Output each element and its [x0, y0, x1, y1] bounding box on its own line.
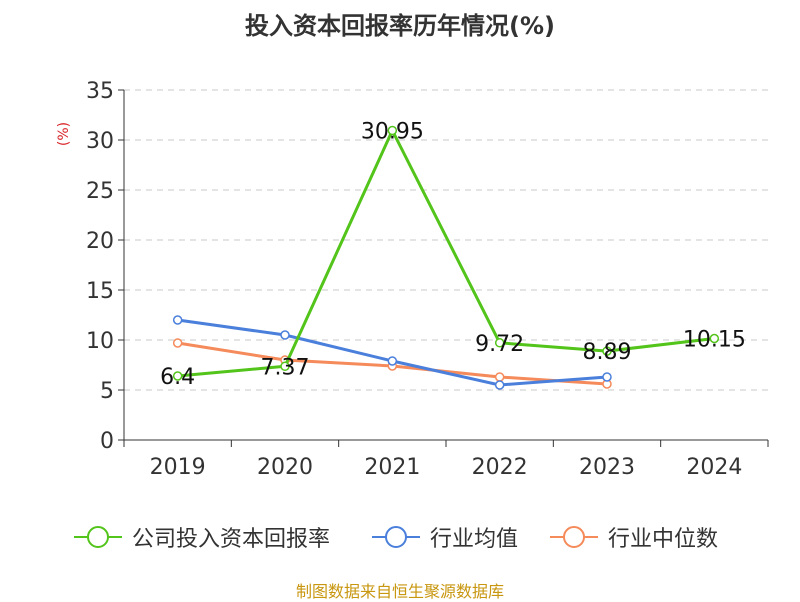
- data-label-2019: 6.4: [160, 365, 195, 390]
- legend-marker-company: [74, 526, 122, 548]
- series-1-point-2022: [494, 380, 505, 390]
- series-1-point-2023: [602, 372, 612, 382]
- x-tick-label-2024: 2024: [686, 455, 742, 480]
- x-tick-label-2019: 2019: [150, 455, 206, 480]
- series-2-point-2019: [172, 338, 183, 348]
- series-1-point-2021: [387, 356, 398, 366]
- x-tick-label-2023: 2023: [579, 455, 635, 480]
- data-label-2022: 9.72: [475, 332, 524, 357]
- y-tick-label-30: 30: [86, 129, 114, 154]
- y-tick-label-0: 0: [100, 429, 114, 454]
- y-tick-label-15: 15: [86, 279, 114, 304]
- data-label-2021: 30.95: [361, 120, 424, 145]
- series-0-point-2019: [172, 371, 183, 381]
- y-tick-label-5: 5: [100, 379, 114, 404]
- series-0-point-2020: [280, 361, 290, 372]
- x-tick-label-2022: 2022: [472, 455, 528, 480]
- chart-title: 投入资本回报率历年情况(%): [245, 12, 555, 40]
- series-1-point-2019: [172, 315, 183, 325]
- data-label-2020: 7.37: [261, 355, 310, 380]
- data-label-2024: 10.15: [683, 328, 746, 353]
- series-0-point-2022: [494, 338, 505, 348]
- legend-label-industry-median: 行业中位数: [608, 527, 719, 552]
- legend-item-company[interactable]: 公司投入资本回报率: [72, 521, 330, 553]
- y-tick-label-35: 35: [86, 79, 114, 104]
- series-0-point-2024: [709, 333, 720, 344]
- data-label-2023: 8.89: [583, 340, 632, 365]
- series-2-point-2022: [494, 372, 505, 382]
- legend-item-industry-mean[interactable]: 行业均值: [370, 521, 518, 553]
- legend-marker-industry-median: [550, 526, 598, 548]
- series-1-point-2020: [280, 330, 290, 340]
- x-tick-label-2020: 2020: [257, 455, 313, 480]
- legend-marker-industry-mean: [372, 526, 420, 548]
- legend-label-company: 公司投入资本回报率: [132, 527, 331, 552]
- x-tick-label-2021: 2021: [364, 455, 420, 480]
- y-tick-label-20: 20: [86, 229, 114, 254]
- legend-item-industry-median[interactable]: 行业中位数: [548, 521, 718, 553]
- series-0-point-2023: [602, 346, 612, 356]
- legend-label-industry-mean: 行业均值: [430, 527, 519, 552]
- series-0-point-2021: [387, 125, 398, 136]
- y-tick-label-25: 25: [86, 179, 114, 204]
- series-line-0: [177, 129, 715, 378]
- y-tick-label-10: 10: [86, 329, 114, 354]
- data-source-note: 制图数据来自恒生聚源数据库: [295, 582, 504, 601]
- legend: 公司投入资本回报率 行业均值 行业中位数: [0, 521, 800, 553]
